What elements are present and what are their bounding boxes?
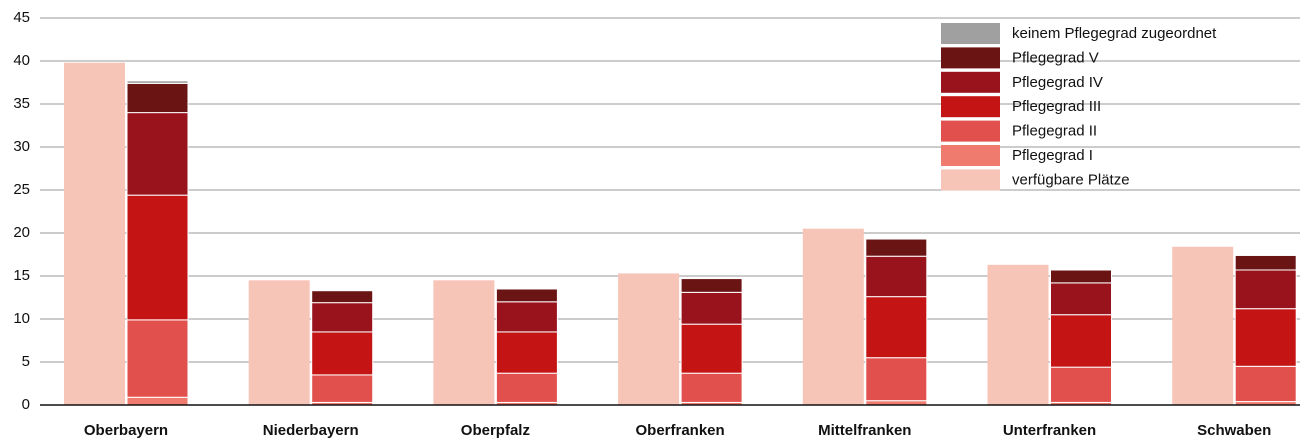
y-tick-label: 25: [13, 181, 30, 198]
bar-segment: [126, 80, 189, 84]
y-tick-label: 20: [13, 224, 30, 241]
x-tick-label: Oberbayern: [84, 422, 168, 439]
bar-segment: [1234, 365, 1297, 403]
bar-segment: [1050, 314, 1112, 368]
bar-segment: [495, 331, 558, 374]
bar-segment: [865, 296, 928, 359]
bar-segment: [311, 331, 374, 376]
legend-label: verfügbare Plätze: [1012, 171, 1130, 188]
y-tick-label: 15: [13, 267, 30, 284]
legend-label: Pflegegrad IV: [1012, 74, 1103, 91]
bar-segment: [865, 238, 928, 257]
y-tick-label: 5: [22, 353, 30, 370]
legend-swatch: [941, 145, 1000, 166]
bar: [433, 280, 495, 405]
bar-segment: [126, 194, 189, 321]
x-tick-label: Mittelfranken: [818, 422, 911, 439]
y-tick-label: 45: [13, 9, 30, 26]
legend-label: keinem Pflegegrad zugeordnet: [1012, 25, 1217, 42]
x-tick-label: Schwaben: [1197, 422, 1271, 439]
bar-segment: [495, 301, 558, 333]
legend-swatch: [941, 47, 1000, 69]
legend-swatch: [941, 96, 1000, 118]
legend-label: Pflegegrad I: [1012, 147, 1093, 164]
bar-segment: [495, 372, 558, 403]
bar: [1172, 246, 1234, 405]
bar-segment: [311, 302, 374, 333]
x-tick-label: Niederbayern: [263, 422, 359, 439]
bar-segment: [680, 291, 743, 325]
x-tick-label: Oberfranken: [635, 422, 724, 439]
legend-swatch: [941, 120, 1000, 142]
legend-label: Pflegegrad II: [1012, 123, 1097, 140]
y-tick-label: 10: [13, 310, 30, 327]
bar-segment: [1050, 282, 1112, 316]
bar-segment: [1050, 268, 1112, 271]
bar-segment: [680, 323, 743, 374]
bar: [987, 264, 1049, 405]
bar-segment: [680, 372, 743, 403]
x-tick-label: Oberpfalz: [461, 422, 530, 439]
bar-segment: [865, 357, 928, 402]
bar-segment: [1234, 308, 1297, 367]
bar: [248, 280, 310, 405]
bar: [64, 62, 125, 405]
bar-segment: [126, 319, 189, 398]
y-tick-label: 30: [13, 138, 30, 155]
legend-label: Pflegegrad III: [1012, 98, 1101, 115]
legend-label: Pflegegrad V: [1012, 49, 1099, 66]
x-tick-label: Unterfranken: [1003, 422, 1096, 439]
bar-segment: [126, 112, 189, 196]
y-tick-label: 35: [13, 95, 30, 112]
bar-segment: [865, 255, 928, 298]
y-tick-label: 0: [22, 396, 30, 413]
bar-segment: [311, 374, 374, 403]
bar-segment: [495, 288, 558, 303]
bar-segment: [1234, 254, 1297, 256]
bar-segment: [311, 289, 374, 292]
bar: [802, 228, 864, 405]
bar-segment: [865, 237, 928, 240]
bar-segment: [495, 287, 558, 290]
bar-segment: [1234, 254, 1297, 271]
bar-segment: [126, 396, 189, 406]
legend-swatch: [941, 23, 1000, 44]
bar-segment: [1050, 366, 1112, 403]
bar-segment: [1234, 269, 1297, 310]
bar-segment: [1050, 269, 1112, 284]
legend-swatch: [941, 169, 1000, 191]
bar-segment: [311, 290, 374, 304]
legend-swatch: [941, 71, 1000, 93]
bar: [618, 273, 680, 405]
y-tick-label: 40: [13, 52, 30, 69]
bar-segment: [126, 82, 189, 114]
bar-segment: [680, 278, 743, 293]
